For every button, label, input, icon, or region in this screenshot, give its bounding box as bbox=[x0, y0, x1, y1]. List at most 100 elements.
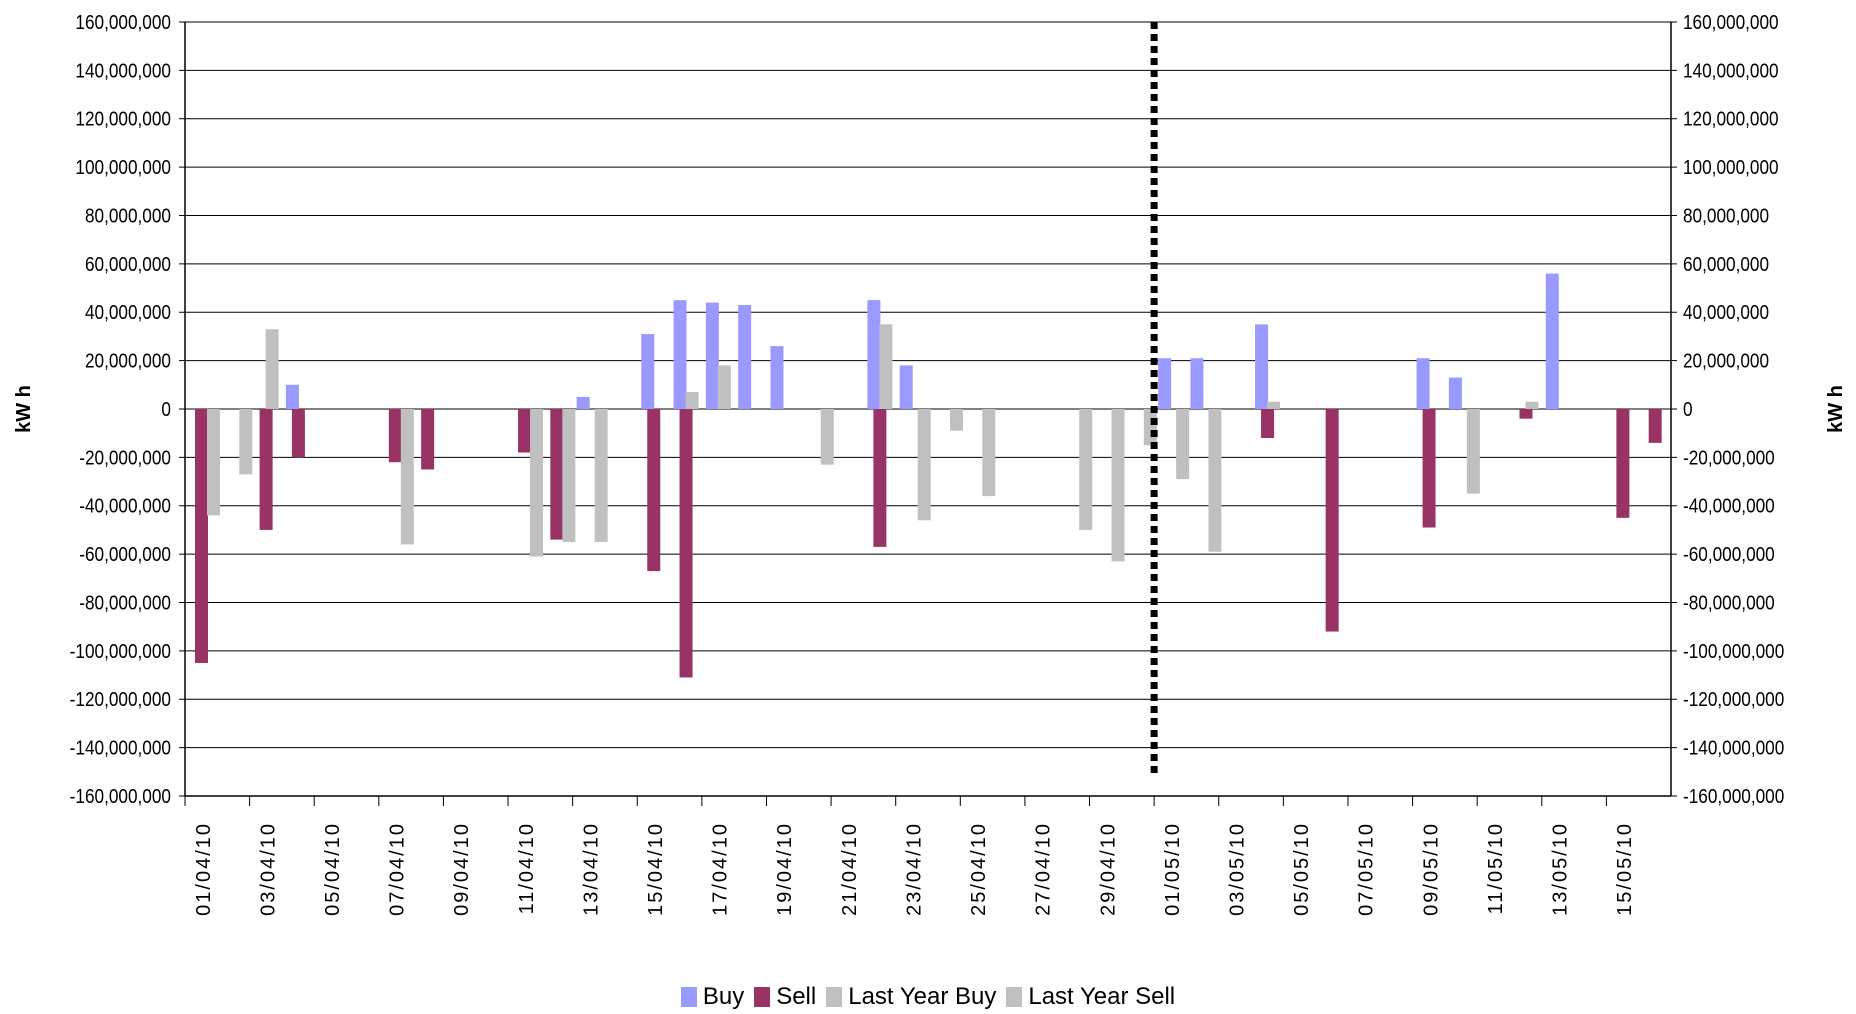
legend: Buy Sell Last Year Buy Last Year Sell bbox=[0, 980, 1856, 1014]
x-tick-label: 05/05/10 bbox=[1291, 822, 1313, 916]
bar-buy bbox=[1545, 273, 1559, 409]
bar-last-year-sell bbox=[950, 409, 963, 431]
x-tick-label: 15/05/10 bbox=[1614, 822, 1636, 916]
x-tick-label: 07/05/10 bbox=[1356, 822, 1378, 916]
bar-buy bbox=[738, 304, 752, 409]
x-tick-label: 23/04/10 bbox=[903, 822, 925, 916]
legend-label-buy: Buy bbox=[702, 983, 745, 1010]
bar-last-year-sell bbox=[207, 409, 220, 516]
bar-buy bbox=[770, 346, 784, 409]
y-tick-label-left: 40,000,000 bbox=[85, 301, 171, 324]
x-tick-label: 09/05/10 bbox=[1420, 822, 1442, 916]
bar-last-year-sell bbox=[917, 409, 931, 521]
bar-last-year-sell bbox=[820, 409, 834, 465]
legend-item-last-year-buy: Last Year Buy bbox=[826, 983, 996, 1011]
y-tick-label-right: 140,000,000 bbox=[1683, 59, 1779, 82]
legend-swatch-sell bbox=[754, 987, 771, 1007]
bar-sell bbox=[421, 409, 435, 470]
bar-sell bbox=[259, 409, 273, 530]
x-tick-label: 01/05/10 bbox=[1162, 822, 1184, 916]
x-tick-label: 11/04/10 bbox=[516, 822, 538, 914]
bar-last-year-buy bbox=[1525, 401, 1539, 409]
y-tick-label-right: 160,000,000 bbox=[1683, 11, 1779, 34]
bar-sell bbox=[1261, 409, 1275, 439]
y-tick-label-right: 80,000,000 bbox=[1683, 204, 1769, 227]
y-tick-label-left: 80,000,000 bbox=[85, 204, 171, 227]
x-tick-label: 09/04/10 bbox=[451, 822, 473, 916]
y-tick-label-right: -60,000,000 bbox=[1683, 543, 1775, 566]
legend-item-last-year-sell: Last Year Sell bbox=[1006, 983, 1175, 1011]
bar-sell bbox=[679, 409, 693, 678]
legend-swatch-last-year-buy bbox=[826, 987, 843, 1007]
axes bbox=[184, 22, 1672, 797]
x-tick-label: 29/04/10 bbox=[1097, 822, 1119, 916]
x-tick-label: 03/04/10 bbox=[257, 822, 279, 916]
bar-last-year-sell bbox=[1079, 409, 1093, 530]
x-tick-label: 15/04/10 bbox=[645, 822, 667, 916]
y-axis-right-ticks: 160,000,000 140,000,000 120,000,000 100,000… bbox=[1683, 11, 1784, 808]
bar-sell bbox=[195, 409, 208, 663]
y-tick-label-right: 0 bbox=[1683, 398, 1693, 421]
legend-label-last-year-buy: Last Year Buy bbox=[848, 983, 997, 1010]
x-tick-label: 21/04/10 bbox=[839, 822, 861, 916]
y-tick-label-left: -160,000,000 bbox=[70, 785, 171, 808]
y-tick-label-left: 140,000,000 bbox=[75, 59, 171, 82]
y-tick-label-right: 60,000,000 bbox=[1683, 253, 1769, 276]
y-tick-label-right: 40,000,000 bbox=[1683, 301, 1769, 324]
x-tick-label: 11/05/10 bbox=[1485, 822, 1507, 914]
x-tick-label: 13/04/10 bbox=[580, 822, 602, 916]
bar-last-year-sell bbox=[982, 409, 996, 497]
y-tick-label-left: -100,000,000 bbox=[70, 640, 171, 663]
bars bbox=[195, 273, 1662, 678]
bar-last-year-buy bbox=[1267, 401, 1281, 409]
bar-buy bbox=[1158, 358, 1172, 409]
bar-last-year-sell bbox=[239, 409, 253, 475]
bar-last-year-sell bbox=[594, 409, 608, 543]
y-tick-label-right: 120,000,000 bbox=[1683, 108, 1779, 131]
y-tick-label-left: -120,000,000 bbox=[70, 688, 171, 711]
bar-sell bbox=[1648, 409, 1662, 443]
bar-sell bbox=[518, 409, 532, 453]
y-axis-label-right: kW h bbox=[1825, 385, 1847, 433]
bar-sell bbox=[291, 409, 305, 458]
y-tick-label-left: -80,000,000 bbox=[79, 591, 171, 614]
x-tick-label: 03/05/10 bbox=[1227, 822, 1249, 916]
bar-last-year-buy bbox=[685, 392, 699, 409]
bar-sell bbox=[1519, 409, 1533, 419]
y-tick-label-right: -40,000,000 bbox=[1683, 495, 1775, 518]
bar-last-year-buy bbox=[265, 329, 279, 409]
x-axis-ticks: 01/04/10 03/04/10 05/04/10 07/04/10 09/04/10… bbox=[184, 796, 1636, 916]
y-tick-label-left: -140,000,000 bbox=[70, 736, 171, 759]
bar-sell bbox=[1422, 409, 1436, 528]
y-tick-label-left: 60,000,000 bbox=[85, 253, 171, 276]
bar-sell bbox=[388, 409, 402, 463]
y-tick-label-right: 100,000,000 bbox=[1683, 156, 1779, 179]
x-tick-label: 19/04/10 bbox=[774, 822, 796, 916]
y-tick-label-right: -140,000,000 bbox=[1683, 736, 1784, 759]
bar-last-year-sell bbox=[562, 409, 576, 543]
bar-buy bbox=[899, 365, 913, 409]
bar-buy bbox=[1416, 358, 1430, 409]
x-tick-label: 17/04/10 bbox=[710, 822, 732, 916]
x-tick-label: 05/04/10 bbox=[322, 822, 344, 916]
bar-buy bbox=[1255, 324, 1269, 409]
y-tick-label-left: -60,000,000 bbox=[79, 543, 171, 566]
bar-last-year-sell bbox=[1143, 409, 1157, 446]
y-tick-label-left: 100,000,000 bbox=[75, 156, 171, 179]
x-tick-label: 07/04/10 bbox=[387, 822, 409, 916]
y-tick-label-right: -160,000,000 bbox=[1683, 785, 1784, 808]
bar-buy bbox=[576, 396, 590, 409]
bar-last-year-sell bbox=[530, 409, 544, 557]
bar-buy bbox=[867, 300, 881, 409]
bar-last-year-sell bbox=[1176, 409, 1190, 480]
bar-sell bbox=[1616, 409, 1630, 518]
y-tick-label-right: -120,000,000 bbox=[1683, 688, 1784, 711]
y-tick-label-right: -100,000,000 bbox=[1683, 640, 1784, 663]
y-tick-label-right: -80,000,000 bbox=[1683, 591, 1775, 614]
bar-sell bbox=[873, 409, 887, 547]
x-tick-label: 27/04/10 bbox=[1033, 822, 1055, 916]
bar-last-year-sell bbox=[1208, 409, 1222, 552]
y-axis-left-ticks: 160,000,000 140,000,000 120,000,000 100,000… bbox=[70, 11, 171, 808]
bar-last-year-sell bbox=[400, 409, 414, 545]
